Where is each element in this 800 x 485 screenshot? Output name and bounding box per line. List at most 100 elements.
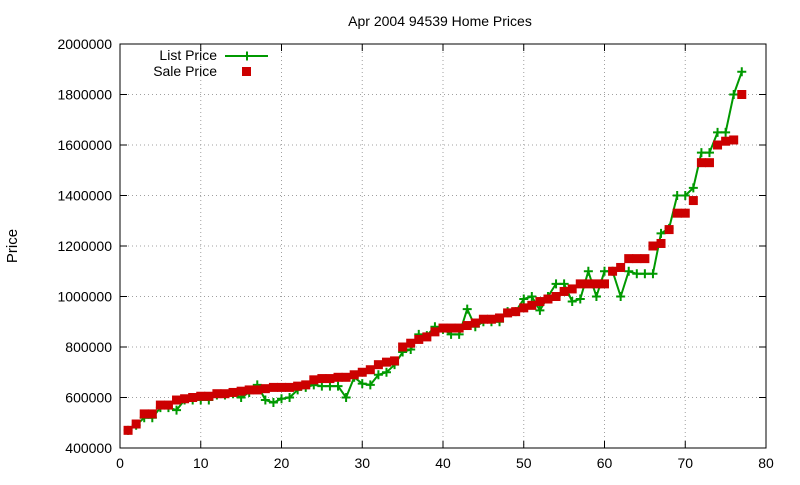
sale-price-point xyxy=(268,382,278,392)
list-price-point xyxy=(591,292,601,301)
list-price-point xyxy=(688,183,698,193)
legend-label-list-price: List Price xyxy=(159,47,217,63)
list-price-point xyxy=(325,381,335,391)
sale-price-point xyxy=(640,254,650,264)
sale-price-point xyxy=(212,389,222,399)
list-price-point xyxy=(333,381,343,391)
x-tick-labels: 0 10 20 30 40 50 60 70 80 xyxy=(116,455,774,471)
sale-price-point xyxy=(365,365,375,375)
sale-price-point xyxy=(680,208,690,218)
list-price-point xyxy=(527,292,537,301)
sale-price-point xyxy=(729,135,739,145)
list-price-point xyxy=(704,148,714,158)
sale-price-point xyxy=(277,382,286,392)
sale-price-point xyxy=(664,225,674,235)
sale-price-point xyxy=(398,342,408,352)
chart-title: Apr 2004 94539 Home Prices xyxy=(348,13,532,29)
sale-price-point xyxy=(543,294,553,304)
sale-price-point xyxy=(559,286,569,296)
sale-price-point xyxy=(648,241,658,251)
sale-price-point xyxy=(519,303,529,313)
sale-price-point xyxy=(228,387,238,397)
list-price-point xyxy=(373,370,383,380)
y-tick-label: 1200000 xyxy=(57,238,112,254)
sale-price-point xyxy=(600,279,609,289)
x-tick-label: 60 xyxy=(597,455,613,471)
list-price-point xyxy=(462,304,472,314)
sale-price-point xyxy=(293,381,303,391)
list-price-point xyxy=(632,269,642,279)
sale-price-point xyxy=(163,400,173,410)
sale-price-point xyxy=(591,279,601,289)
sale-price-point xyxy=(486,314,496,324)
sale-price-point xyxy=(721,136,731,146)
x-tick-label: 20 xyxy=(274,455,290,471)
sale-price-point xyxy=(495,313,505,323)
x-tick-label: 70 xyxy=(677,455,693,471)
list-price-point xyxy=(656,228,666,238)
sale-price-point xyxy=(204,391,214,401)
sale-price-point xyxy=(567,284,577,294)
sale-price-point xyxy=(704,158,714,168)
sale-price-point xyxy=(616,262,626,272)
list-price-point xyxy=(713,127,723,137)
sale-price-point xyxy=(172,395,182,405)
y-tick-label: 800000 xyxy=(65,339,112,355)
sale-price-point xyxy=(672,208,682,218)
legend-marker-list-price xyxy=(242,51,252,61)
x-tick-label: 10 xyxy=(193,455,209,471)
sale-price-point xyxy=(656,238,666,248)
legend-marker-sale-price xyxy=(242,67,251,76)
list-price-point xyxy=(268,398,278,408)
sale-price-point xyxy=(381,357,391,367)
y-tick-label: 600000 xyxy=(65,390,112,406)
sale-price-point xyxy=(390,356,400,366)
list-price-point xyxy=(575,294,585,304)
list-price-point xyxy=(341,393,351,402)
sale-price-point xyxy=(632,254,642,264)
sale-price-point xyxy=(414,334,424,344)
y-tick-labels: 400000 600000 800000 1000000 1200000 1400000 1… xyxy=(57,36,112,456)
y-tick-label: 1800000 xyxy=(57,87,112,103)
list-price-point xyxy=(640,269,650,279)
series xyxy=(123,67,747,435)
list-price-point xyxy=(285,393,295,402)
sale-price-point xyxy=(260,384,270,394)
list-price-point xyxy=(277,394,286,404)
sale-price-point xyxy=(608,266,618,276)
sale-price-point xyxy=(737,90,747,99)
list-price-point xyxy=(721,127,731,137)
list-price-point xyxy=(535,305,545,315)
sale-price-point xyxy=(503,308,513,318)
sale-price-point xyxy=(688,196,698,206)
list-price-point xyxy=(317,381,327,391)
list-price-point xyxy=(583,266,593,276)
plot-frame xyxy=(119,43,767,449)
x-tick-label: 80 xyxy=(758,455,774,471)
list-price-point xyxy=(672,191,682,200)
sale-price-point xyxy=(123,425,133,435)
list-price-point xyxy=(357,379,367,389)
list-price-point xyxy=(680,191,690,200)
y-tick-label: 1600000 xyxy=(57,137,112,153)
sale-price-point xyxy=(341,372,351,382)
sale-price-point xyxy=(583,279,593,289)
list-price-point xyxy=(519,294,529,304)
sale-price-point xyxy=(317,374,327,384)
x-tick-label: 0 xyxy=(116,455,124,471)
y-tick-label: 1400000 xyxy=(57,188,112,204)
sale-price-point xyxy=(575,279,585,289)
sale-price-point xyxy=(527,300,537,310)
sale-price-point xyxy=(188,393,198,402)
list-price-point xyxy=(624,266,634,276)
list-price-point xyxy=(616,292,626,301)
sale-price-point xyxy=(422,332,432,342)
sale-price-point xyxy=(478,314,488,324)
list-price-point xyxy=(729,90,739,99)
list-price-point xyxy=(600,266,609,276)
sale-price-point xyxy=(406,338,416,348)
x-tick-label: 30 xyxy=(354,455,370,471)
